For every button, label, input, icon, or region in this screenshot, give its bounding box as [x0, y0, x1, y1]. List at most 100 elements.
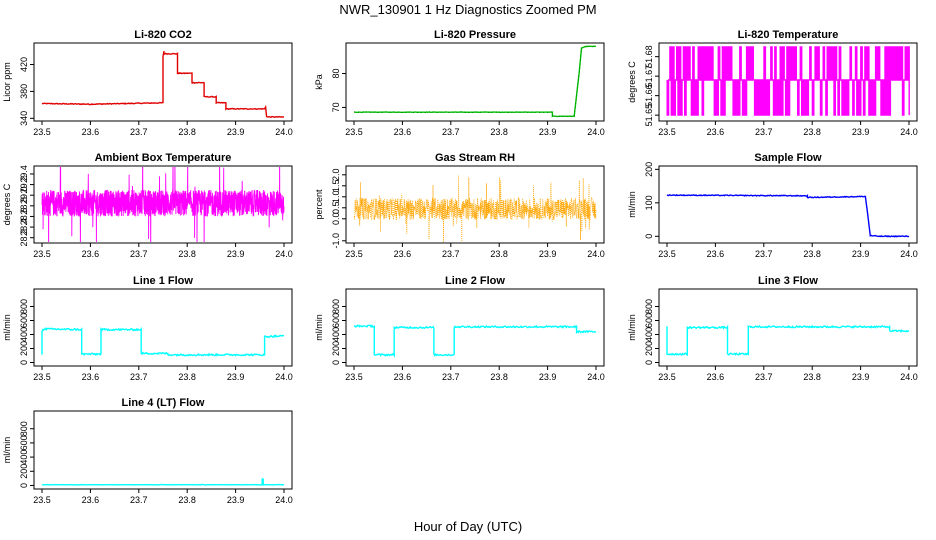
- y-tick-label: 340: [19, 111, 29, 126]
- y-tick-label: 200: [644, 341, 654, 356]
- y-tick-label: 400: [19, 327, 29, 342]
- x-tick-label: 23.9: [227, 127, 245, 137]
- x-tick-label: 23.6: [707, 249, 725, 259]
- x-tick-label: 24.0: [900, 372, 918, 382]
- x-tick-label: 23.7: [130, 127, 148, 137]
- y-tick-label: 0: [644, 360, 654, 365]
- x-tick-label: 23.6: [707, 372, 725, 382]
- x-tick-label: 23.5: [345, 127, 363, 137]
- series-group: [354, 45, 597, 118]
- y-tick-label: 51.67: [644, 65, 654, 88]
- y-tick-label: 0: [19, 360, 29, 365]
- y-tick-label: 51.66: [644, 84, 654, 107]
- x-tick-label: 24.0: [275, 127, 293, 137]
- y-tick-label: 70: [331, 102, 341, 112]
- y-tick-label: 1.5: [331, 180, 341, 193]
- series-group: [41, 478, 285, 486]
- panel-3: Li-820 Temperature degrees C 23.5 23.6 23.7 2…: [627, 29, 918, 137]
- y-tick-label: 200: [19, 341, 29, 356]
- y-tick-label: 400: [331, 327, 341, 342]
- panel-4: Ambient Box Temperature degrees C 23.5 23.6…: [2, 152, 293, 259]
- plot-frame: [658, 288, 918, 367]
- x-tick-label: 23.5: [658, 127, 676, 137]
- y-tick-label: 600: [644, 313, 654, 328]
- y-tick-label: 1.0: [331, 191, 341, 204]
- x-tick-label: 23.9: [539, 127, 557, 137]
- y-tick-label: 0: [19, 483, 29, 488]
- y-axis-label: ml/min: [2, 437, 12, 464]
- plot-frame: [33, 410, 293, 490]
- y-tick-label: 600: [331, 313, 341, 328]
- y-axis-label: ml/min: [2, 314, 12, 341]
- x-tick-label: 23.5: [33, 127, 51, 137]
- series-line: [41, 478, 285, 486]
- x-tick-label: 24.0: [275, 495, 293, 505]
- series-group: [41, 167, 285, 242]
- x-tick-label: 23.7: [130, 495, 148, 505]
- panels: Li-820 CO2 Licor ppm 23.5 23.6 23.7 23.8 23.9 2…: [2, 29, 918, 505]
- y-tick-label: 420: [19, 57, 29, 72]
- y-tick-label: -1.0: [331, 233, 341, 249]
- y-tick-label: 0: [331, 360, 341, 365]
- plot-frame: [33, 165, 293, 244]
- series-line: [353, 175, 597, 242]
- x-tick-label: 24.0: [275, 372, 293, 382]
- x-tick-label: 23.9: [227, 495, 245, 505]
- x-tick-label: 24.0: [587, 249, 605, 259]
- y-tick-label: 200: [644, 162, 654, 177]
- series-group: [41, 50, 284, 119]
- series-group: [666, 324, 910, 357]
- y-tick-label: 400: [19, 450, 29, 465]
- x-tick-label: 23.9: [227, 249, 245, 259]
- plot-frame: [345, 288, 605, 367]
- series-line: [354, 45, 597, 118]
- y-axis-label: ml/min: [314, 314, 324, 341]
- x-tick-label: 23.6: [82, 127, 100, 137]
- panel-title: Line 2 Flow: [445, 275, 505, 287]
- x-tick-label: 23.8: [490, 372, 508, 382]
- y-axis-label: degrees C: [2, 183, 12, 225]
- figure-xlabel: Hour of Day (UTC): [414, 519, 522, 534]
- y-tick-label: 51.65: [644, 104, 654, 127]
- y-tick-label: 800: [331, 299, 341, 314]
- series-line: [41, 167, 285, 242]
- x-tick-label: 23.7: [442, 372, 460, 382]
- series-line: [41, 50, 284, 119]
- y-axis-label: percent: [314, 189, 324, 220]
- x-tick-label: 23.5: [345, 249, 363, 259]
- x-tick-label: 23.6: [394, 249, 412, 259]
- series-group: [666, 193, 910, 238]
- y-axis-label: ml/min: [627, 191, 637, 218]
- x-tick-label: 23.5: [33, 495, 51, 505]
- y-tick-label: 28.2: [19, 229, 29, 247]
- x-tick-label: 23.5: [345, 372, 363, 382]
- x-tick-label: 23.8: [178, 495, 196, 505]
- panel-title: Sample Flow: [754, 152, 822, 164]
- y-tick-label: 29.2: [19, 176, 29, 194]
- plot-frame: [658, 165, 918, 244]
- y-axis-label: kPa: [314, 74, 324, 90]
- y-tick-label: 0.5: [331, 202, 341, 215]
- panel-title: Line 3 Flow: [758, 275, 818, 287]
- y-tick-label: 200: [331, 341, 341, 356]
- x-tick-label: 23.6: [82, 495, 100, 505]
- y-tick-label: 800: [19, 299, 29, 314]
- x-tick-label: 23.9: [539, 249, 557, 259]
- x-tick-label: 24.0: [587, 127, 605, 137]
- y-tick-label: 80: [331, 69, 341, 79]
- x-tick-label: 23.7: [755, 249, 773, 259]
- y-tick-label: 29.0: [19, 186, 29, 204]
- x-tick-label: 23.7: [755, 127, 773, 137]
- y-tick-label: 0.0: [331, 213, 341, 226]
- x-tick-label: 23.6: [394, 372, 412, 382]
- y-axis-label: Licor ppm: [2, 62, 12, 102]
- x-tick-label: 23.9: [227, 372, 245, 382]
- x-tick-label: 23.7: [442, 127, 460, 137]
- series-group: [353, 324, 597, 359]
- series-group: [41, 326, 285, 357]
- y-tick-label: 400: [644, 327, 654, 342]
- y-tick-label: 100: [644, 195, 654, 210]
- x-tick-label: 23.5: [658, 372, 676, 382]
- x-tick-label: 23.6: [394, 127, 412, 137]
